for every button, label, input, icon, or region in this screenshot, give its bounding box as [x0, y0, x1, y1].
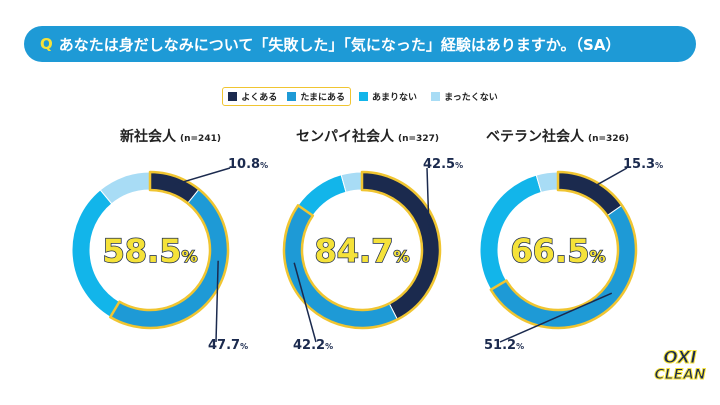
oxiclean-logo: OXI CLEAN [654, 348, 707, 384]
leader-line [426, 167, 430, 234]
donut-segment-4 [99, 171, 151, 205]
leader-line [499, 292, 613, 343]
legend-label: まったくない [444, 93, 498, 103]
legend-swatch [228, 92, 238, 101]
question-text: あなたは身だしなみについて「失敗した」「気になった」経験はありますか。（SA） [58, 35, 621, 54]
total-percentage: 84.7% [315, 232, 410, 270]
legend-swatch [431, 92, 441, 101]
legend-swatch [287, 92, 297, 101]
total-percentage: 66.5% [511, 232, 606, 270]
svg-text:OXI: OXI [663, 348, 696, 368]
legend-label: たまにある [300, 93, 346, 103]
leader-line [589, 167, 628, 190]
data-label: 42.2% [293, 338, 334, 353]
question-banner: Q あなたは身だしなみについて「失敗した」「気になった」経験はありますか。（SA… [24, 26, 696, 62]
legend-swatch [359, 92, 369, 101]
leader-line [215, 260, 219, 343]
legend-label: あまりない [372, 93, 418, 103]
data-label: 10.8% [228, 157, 269, 172]
legend-item: たまにある [287, 90, 345, 103]
legend-item: よくある [228, 90, 277, 103]
data-label: 47.7% [208, 338, 249, 353]
svg-text:CLEAN: CLEAN [654, 367, 706, 383]
legend-highlight-group: よくある たまにある [222, 87, 352, 106]
chart-title: 新社会人 (n=241) [120, 129, 221, 145]
data-label: 42.5% [423, 157, 464, 172]
chart-title: センパイ社会人 (n=327) [296, 129, 439, 145]
question-prefix: Q [40, 35, 53, 53]
legend-item: まったくない [431, 90, 498, 103]
legend: よくある たまにある あまりない まったくない [0, 87, 720, 106]
chart-title: ベテラン社会人 (n=326) [486, 129, 629, 145]
highlight-outline [282, 170, 442, 330]
highlight-outline [489, 170, 638, 330]
total-percentage: 58.5% [103, 232, 198, 270]
legend-label: よくある [241, 93, 278, 103]
leader-line [172, 167, 231, 186]
legend-item: あまりない [359, 90, 417, 103]
leader-line [293, 262, 317, 343]
highlight-outline [109, 170, 230, 330]
data-label: 15.3% [623, 157, 664, 172]
data-label: 51.2% [484, 338, 525, 353]
